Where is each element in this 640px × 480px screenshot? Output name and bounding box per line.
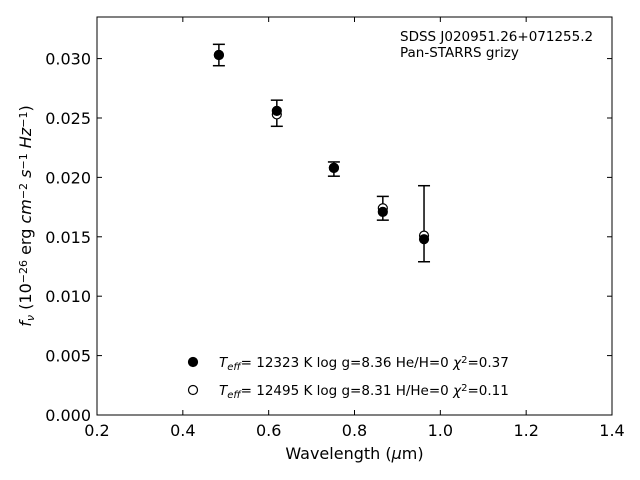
model-point-filled [418,234,430,245]
legend: Teff= 12323 K log g=8.36 He/H=0 χ2=0.37 T… [187,355,509,401]
y-tick-label: 0.010 [45,287,91,306]
model-point-filled [377,206,388,217]
data-points [213,49,430,245]
model-point-filled [213,49,224,61]
y-axis-label: fν (10−26 erg cm−2 s−1 Hz−1) [16,105,37,326]
model-point-filled [271,105,282,116]
y-tick-label: 0.005 [45,347,91,366]
error-bars [212,43,431,263]
tick-labels: 0.2 0.4 0.6 0.8 1.0 1.2 1.4 0.000 0.005 0.010 0.01… [45,50,625,440]
y-tick-label: 0.015 [45,228,91,247]
model-point-filled [328,162,339,173]
x-tick-label: 0.4 [170,421,195,440]
x-tick-label: 0.6 [256,421,281,440]
x-tick-label: 1.4 [599,421,624,440]
object-name: SDSS J020951.26+071255.2 [400,29,593,45]
plot-frame [96,16,613,416]
survey-name: Pan-STARRS grizy [400,45,519,61]
x-tick-label: 1.0 [428,421,453,440]
x-tick-label: 1.2 [513,421,538,440]
legend-entry: Teff= 12323 K log g=8.36 He/H=0 χ2=0.37 [219,355,509,373]
y-tick-label: 0.025 [45,109,91,128]
legend-marker-filled [187,356,199,368]
y-tick-label: 0.020 [45,168,91,187]
x-axis-label: Wavelength (μm) [285,444,423,463]
y-tick-label: 0.030 [45,50,91,69]
legend-entry: Teff= 12495 K log g=8.31 H/He=0 χ2=0.11 [219,383,509,401]
legend-marker-open [187,384,199,396]
x-tick-label: 0.8 [342,421,367,440]
x-tick-label: 0.2 [84,421,109,440]
object-annotation: SDSS J020951.26+071255.2 Pan-STARRS griz… [400,29,593,61]
y-tick-label: 0.000 [45,406,91,425]
